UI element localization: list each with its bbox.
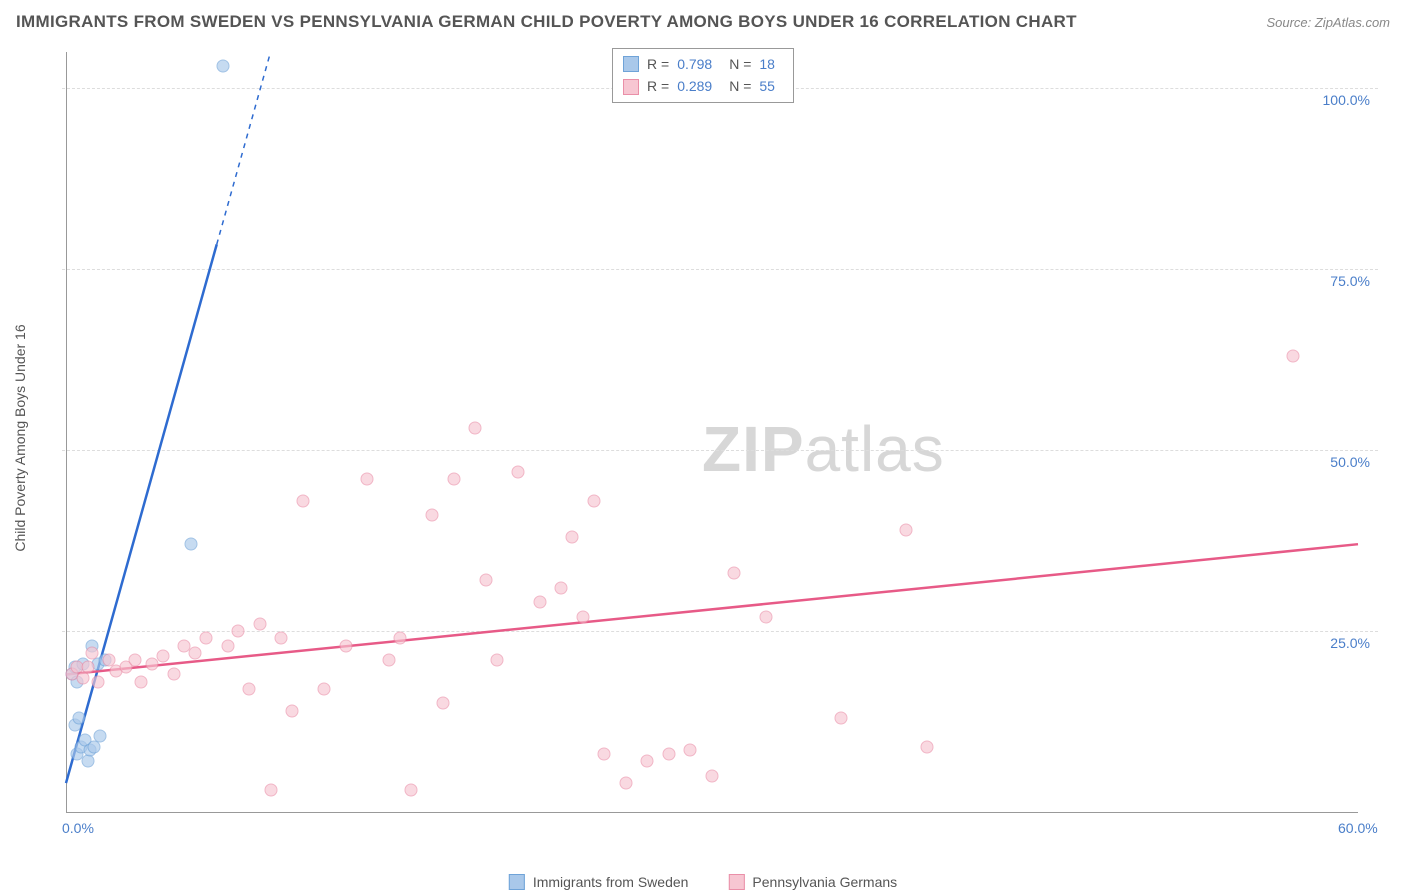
scatter-point (921, 740, 934, 753)
stats-legend: R = 0.798 N = 18 R = 0.289 N = 55 (612, 48, 794, 103)
scatter-point (641, 755, 654, 768)
scatter-point (706, 769, 719, 782)
r-label: R = (647, 53, 669, 75)
series-name: Immigrants from Sweden (533, 874, 689, 890)
n-value: 55 (759, 75, 783, 97)
title-bar: IMMIGRANTS FROM SWEDEN VS PENNSYLVANIA G… (16, 12, 1390, 32)
scatter-point (436, 697, 449, 710)
y-tick-label: 25.0% (1330, 635, 1370, 651)
bottom-legend-item: Pennsylvania Germans (728, 874, 897, 890)
scatter-point (899, 523, 912, 536)
scatter-point (404, 784, 417, 797)
scatter-point (135, 675, 148, 688)
scatter-point (189, 646, 202, 659)
scatter-point (598, 748, 611, 761)
y-tick-label: 75.0% (1330, 273, 1370, 289)
bottom-legend: Immigrants from Sweden Pennsylvania Germa… (509, 874, 897, 890)
gridline (62, 269, 1378, 270)
r-value: 0.289 (677, 75, 721, 97)
scatter-point (275, 632, 288, 645)
watermark-light: atlas (805, 413, 945, 485)
scatter-point (426, 509, 439, 522)
scatter-point (296, 494, 309, 507)
legend-swatch (728, 874, 744, 890)
stats-legend-row: R = 0.289 N = 55 (623, 75, 783, 97)
watermark-bold: ZIP (702, 413, 805, 485)
y-tick-label: 50.0% (1330, 454, 1370, 470)
scatter-point (533, 596, 546, 609)
bottom-legend-item: Immigrants from Sweden (509, 874, 689, 890)
scatter-point (587, 494, 600, 507)
source-attribution: Source: ZipAtlas.com (1266, 15, 1390, 30)
legend-swatch (623, 56, 639, 72)
y-axis-label: Child Poverty Among Boys Under 16 (12, 324, 28, 551)
scatter-point (835, 711, 848, 724)
scatter-point (253, 617, 266, 630)
scatter-point (490, 654, 503, 667)
legend-swatch (623, 79, 639, 95)
scatter-point (318, 682, 331, 695)
scatter-point (339, 639, 352, 652)
scatter-point (662, 748, 675, 761)
scatter-point (393, 632, 406, 645)
scatter-point (221, 639, 234, 652)
y-axis (66, 52, 67, 812)
scatter-point (232, 625, 245, 638)
scatter-point (619, 777, 632, 790)
r-label: R = (647, 75, 669, 97)
scatter-point (199, 632, 212, 645)
scatter-point (92, 675, 105, 688)
scatter-point (217, 60, 230, 73)
scatter-point (94, 730, 107, 743)
y-tick-label: 100.0% (1323, 92, 1370, 108)
gridline (62, 631, 1378, 632)
x-tick-label: 0.0% (62, 820, 94, 836)
n-label: N = (729, 75, 751, 97)
scatter-point (264, 784, 277, 797)
scatter-point (85, 646, 98, 659)
watermark: ZIPatlas (702, 412, 945, 486)
trend-line-solid (66, 244, 217, 783)
scatter-point (156, 650, 169, 663)
scatter-point (184, 538, 197, 551)
trendlines-svg (62, 42, 1378, 842)
scatter-point (128, 654, 141, 667)
scatter-point (469, 422, 482, 435)
scatter-point (361, 473, 374, 486)
chart-title: IMMIGRANTS FROM SWEDEN VS PENNSYLVANIA G… (16, 12, 1077, 32)
scatter-point (167, 668, 180, 681)
stats-legend-row: R = 0.798 N = 18 (623, 53, 783, 75)
x-axis (66, 812, 1358, 813)
n-value: 18 (759, 53, 783, 75)
trend-line (66, 544, 1358, 674)
scatter-point (243, 682, 256, 695)
x-tick-label: 60.0% (1338, 820, 1378, 836)
scatter-point (286, 704, 299, 717)
scatter-point (479, 574, 492, 587)
scatter-point (383, 654, 396, 667)
legend-swatch (509, 874, 525, 890)
scatter-point (81, 661, 94, 674)
scatter-point (576, 610, 589, 623)
plot-area: ZIPatlas 25.0%50.0%75.0%100.0%0.0%60.0% … (62, 42, 1378, 842)
scatter-point (555, 581, 568, 594)
trend-line-dashed (217, 52, 271, 244)
gridline (62, 450, 1378, 451)
series-name: Pennsylvania Germans (752, 874, 897, 890)
scatter-point (566, 530, 579, 543)
r-value: 0.798 (677, 53, 721, 75)
scatter-point (72, 711, 85, 724)
scatter-point (447, 473, 460, 486)
scatter-point (1287, 350, 1300, 363)
scatter-point (684, 744, 697, 757)
scatter-point (727, 567, 740, 580)
scatter-point (512, 465, 525, 478)
n-label: N = (729, 53, 751, 75)
scatter-point (759, 610, 772, 623)
